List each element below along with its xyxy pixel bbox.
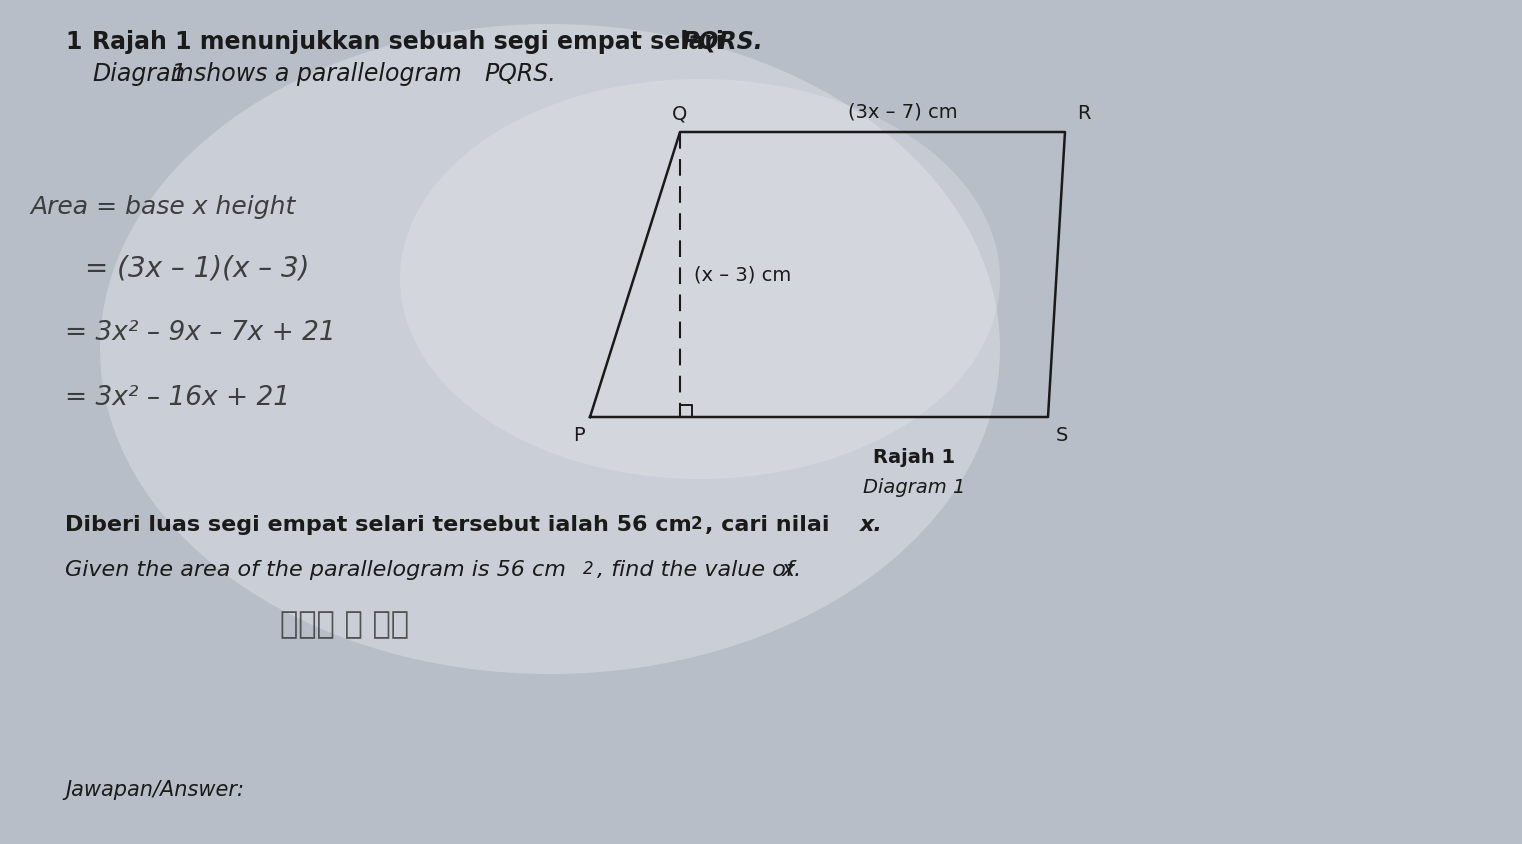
Text: , cari nilai: , cari nilai: [705, 514, 837, 534]
Text: Area = base x height: Area = base x height: [30, 195, 295, 219]
Text: 2: 2: [583, 560, 594, 577]
Text: 1: 1: [65, 30, 81, 54]
Text: Rajah 1 menunjukkan sebuah segi empat selari: Rajah 1 menunjukkan sebuah segi empat se…: [91, 30, 732, 54]
Text: = 3x² – 9x – 7x + 21: = 3x² – 9x – 7x + 21: [65, 320, 336, 345]
Text: x.: x.: [782, 560, 802, 579]
Text: Jawapan/Answer:: Jawapan/Answer:: [65, 779, 244, 799]
Text: (3x – 7) cm: (3x – 7) cm: [848, 102, 957, 121]
Text: Diberi luas segi empat selari tersebut ialah 56 cm: Diberi luas segi empat selari tersebut i…: [65, 514, 693, 534]
Text: = 3x² – 16x + 21: = 3x² – 16x + 21: [65, 385, 291, 410]
Text: PQRS.: PQRS.: [682, 30, 764, 54]
Text: = (3x – 1)(x – 3): = (3x – 1)(x – 3): [85, 255, 309, 283]
Ellipse shape: [400, 80, 1000, 479]
Text: PQRS.: PQRS.: [484, 62, 556, 86]
Text: S: S: [1056, 425, 1068, 445]
Text: (x – 3) cm: (x – 3) cm: [694, 266, 791, 284]
Text: R: R: [1078, 104, 1090, 123]
Text: Rajah 1: Rajah 1: [874, 447, 956, 467]
Text: Diagram 1: Diagram 1: [863, 478, 965, 496]
Text: 1 shows a parallelogram: 1 shows a parallelogram: [164, 62, 469, 86]
Text: 2: 2: [691, 514, 703, 533]
Text: 甲乙丙 丁 戊巳: 甲乙丙 丁 戊巳: [280, 609, 409, 638]
Ellipse shape: [100, 25, 1000, 674]
Text: Diagram: Diagram: [91, 62, 193, 86]
Text: P: P: [574, 425, 584, 445]
Text: , find the value of: , find the value of: [597, 560, 801, 579]
Text: x.: x.: [860, 514, 883, 534]
Text: Q: Q: [673, 104, 688, 123]
Text: Given the area of the parallelogram is 56 cm: Given the area of the parallelogram is 5…: [65, 560, 566, 579]
